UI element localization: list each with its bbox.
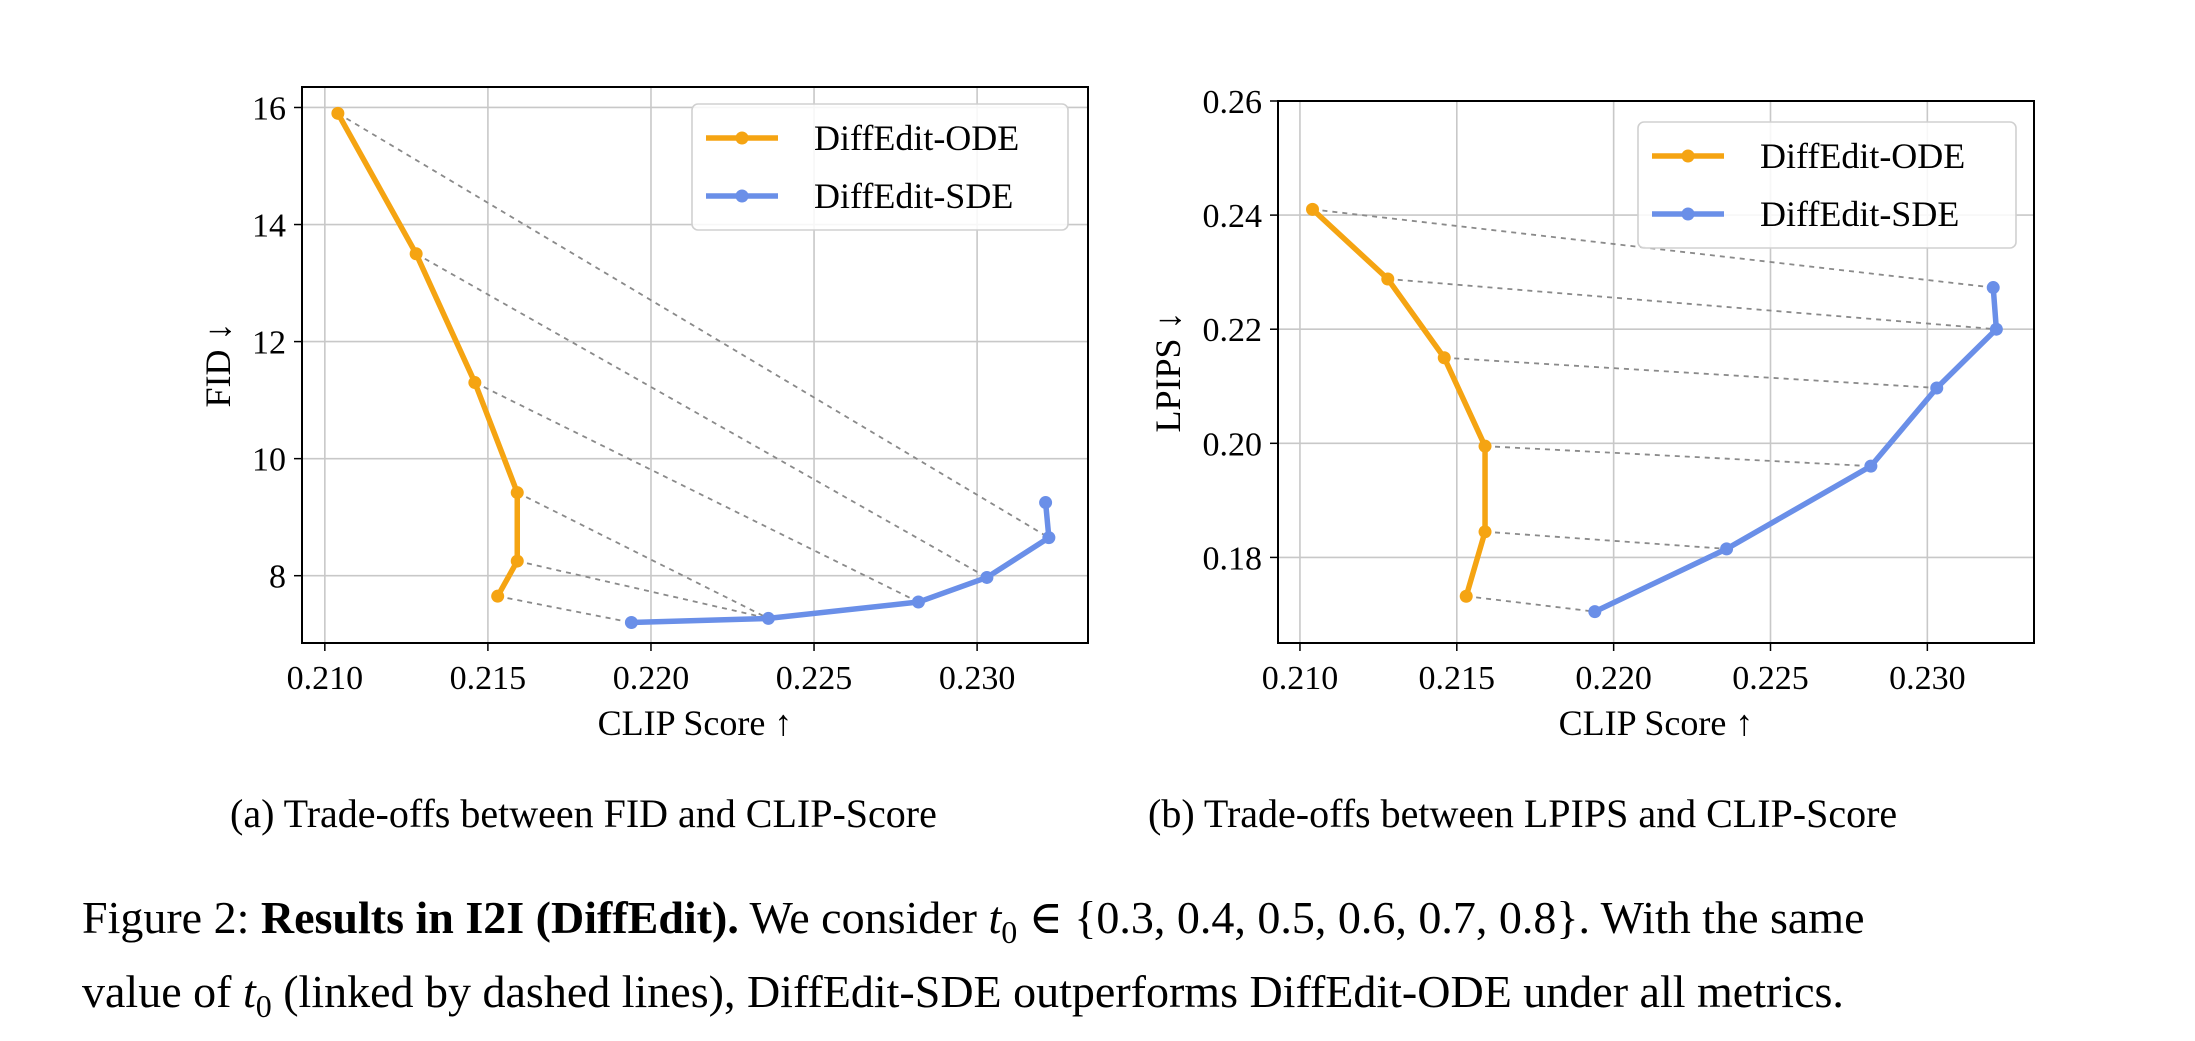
caption-text-2: With the same xyxy=(1600,892,1865,943)
y-tick-label: 0.26 xyxy=(1203,84,1263,121)
dashed-link xyxy=(415,253,988,579)
legend-label: DiffEdit-SDE xyxy=(1760,194,1959,234)
data-point-sde xyxy=(1042,531,1056,545)
x-tick-label: 0.225 xyxy=(776,660,853,697)
x-tick-label: 0.230 xyxy=(1889,660,1966,697)
x-tick-label: 0.220 xyxy=(1575,660,1652,697)
y-tick-label: 8 xyxy=(269,559,286,596)
dashed-link xyxy=(497,595,632,624)
chart-fid: 0.210 0.215 0.220 0.225 0.230 8 10 12 14 16 CLIP S… xyxy=(198,86,1089,743)
caption-label: Figure 2: xyxy=(82,892,250,943)
x-tick-label: 0.220 xyxy=(613,660,690,697)
dashed-link xyxy=(1484,530,1727,550)
legend: DiffEdit-ODE DiffEdit-SDE xyxy=(1637,121,2017,249)
caption-text-4: (linked by dashed lines), DiffEdit-SDE o… xyxy=(283,966,1844,1018)
data-point-sde xyxy=(1930,381,1944,395)
series-line-sde xyxy=(1592,284,2000,615)
data-point-sde xyxy=(1864,459,1878,473)
data-point-ode xyxy=(510,486,524,500)
dashed-link xyxy=(337,112,1050,539)
data-point-sde xyxy=(911,595,925,609)
caption-t-symbol: t xyxy=(988,892,1002,943)
legend: DiffEdit-ODE DiffEdit-SDE xyxy=(691,103,1069,231)
caption-text-3: value of xyxy=(82,966,232,1018)
legend-label: DiffEdit-SDE xyxy=(814,176,1013,216)
caption-t-sub: 0 xyxy=(1001,914,1018,951)
data-point-ode xyxy=(1381,272,1395,286)
x-axis-label: CLIP Score ↑ xyxy=(598,703,793,743)
data-point-ode xyxy=(1306,202,1320,216)
caption-text-1: We consider xyxy=(749,892,977,943)
dashed-link xyxy=(517,560,769,620)
legend-swatch-marker xyxy=(1681,149,1695,163)
plot-frame xyxy=(301,86,1089,644)
data-point-sde xyxy=(1588,605,1602,619)
dashed-link xyxy=(474,381,919,603)
data-point-sde xyxy=(1989,322,2003,336)
subcaption-b: (b) Trade-offs between LPIPS and CLIP-Sc… xyxy=(1148,791,1898,836)
legend-swatch-marker xyxy=(735,189,749,203)
caption-t-symbol-2: t xyxy=(242,966,256,1018)
data-point-ode xyxy=(1478,525,1492,539)
x-tick-label: 0.230 xyxy=(939,660,1016,697)
data-point-ode xyxy=(1459,589,1473,603)
dashed-link xyxy=(1387,278,1997,331)
dashed-link xyxy=(1444,356,1937,389)
caption-set: ∈ {0.3, 0.4, 0.5, 0.6, 0.7, 0.8}. xyxy=(1028,892,1590,943)
caption-bold-title: Results in I2I (DiffEdit). xyxy=(260,892,739,943)
x-axis-label: CLIP Score ↑ xyxy=(1559,703,1754,743)
data-point-sde xyxy=(980,570,994,584)
legend-box xyxy=(691,103,1069,231)
x-tick-label: 0.210 xyxy=(1262,660,1339,697)
y-tick-label: 0.18 xyxy=(1203,540,1263,577)
y-tick-label: 0.22 xyxy=(1203,312,1263,349)
series-line-ode xyxy=(335,110,521,599)
caption-t-sub-2: 0 xyxy=(255,988,272,1025)
dashed-link xyxy=(1484,445,1871,468)
data-point-ode xyxy=(409,247,423,261)
caption-line-1: Figure 2: Results in I2I (DiffEdit). We … xyxy=(82,888,2162,962)
y-tick-label: 12 xyxy=(252,325,286,362)
data-point-sde xyxy=(761,611,775,625)
subcaption-a: (a) Trade-offs between FID and CLIP-Scor… xyxy=(230,791,937,836)
data-point-ode xyxy=(491,589,505,603)
caption-line-2: value of t0 (linked by dashed lines), Di… xyxy=(82,962,2162,1036)
y-tick-label: 0.20 xyxy=(1203,426,1263,463)
data-point-sde xyxy=(1720,542,1734,556)
data-point-ode xyxy=(468,376,482,390)
y-axis-label: LPIPS ↓ xyxy=(1148,311,1188,432)
legend-label: DiffEdit-ODE xyxy=(1760,136,1965,176)
dashed-link xyxy=(1466,595,1595,613)
x-tick-label: 0.210 xyxy=(287,660,364,697)
data-point-ode xyxy=(1478,439,1492,453)
data-point-sde xyxy=(1039,496,1053,510)
series-line-sde xyxy=(628,499,1052,626)
dashed-link xyxy=(516,491,769,620)
chart-lpips: 0.210 0.215 0.220 0.225 0.230 0.18 0.20 0.22 0.2… xyxy=(1148,84,2035,743)
data-point-ode xyxy=(331,106,345,120)
data-point-sde xyxy=(1986,281,2000,295)
x-tick-label: 0.215 xyxy=(450,660,527,697)
figure-caption: Figure 2: Results in I2I (DiffEdit). We … xyxy=(82,888,2162,1036)
y-axis-label: FID ↓ xyxy=(198,322,238,407)
legend-box xyxy=(1637,121,2017,249)
y-tick-label: 0.24 xyxy=(1203,198,1263,235)
x-tick-label: 0.215 xyxy=(1419,660,1496,697)
data-point-ode xyxy=(1437,351,1451,365)
y-tick-label: 10 xyxy=(252,442,286,479)
x-tick-label: 0.225 xyxy=(1732,660,1809,697)
legend-label: DiffEdit-ODE xyxy=(814,118,1019,158)
y-tick-label: 14 xyxy=(252,208,286,245)
y-tick-label: 16 xyxy=(252,90,286,127)
legend-swatch-marker xyxy=(1681,207,1695,221)
plot-frame xyxy=(1277,100,2035,644)
series-line-ode xyxy=(1309,206,1488,599)
legend-swatch-marker xyxy=(735,131,749,145)
data-point-sde xyxy=(624,616,638,630)
data-point-ode xyxy=(510,554,524,568)
